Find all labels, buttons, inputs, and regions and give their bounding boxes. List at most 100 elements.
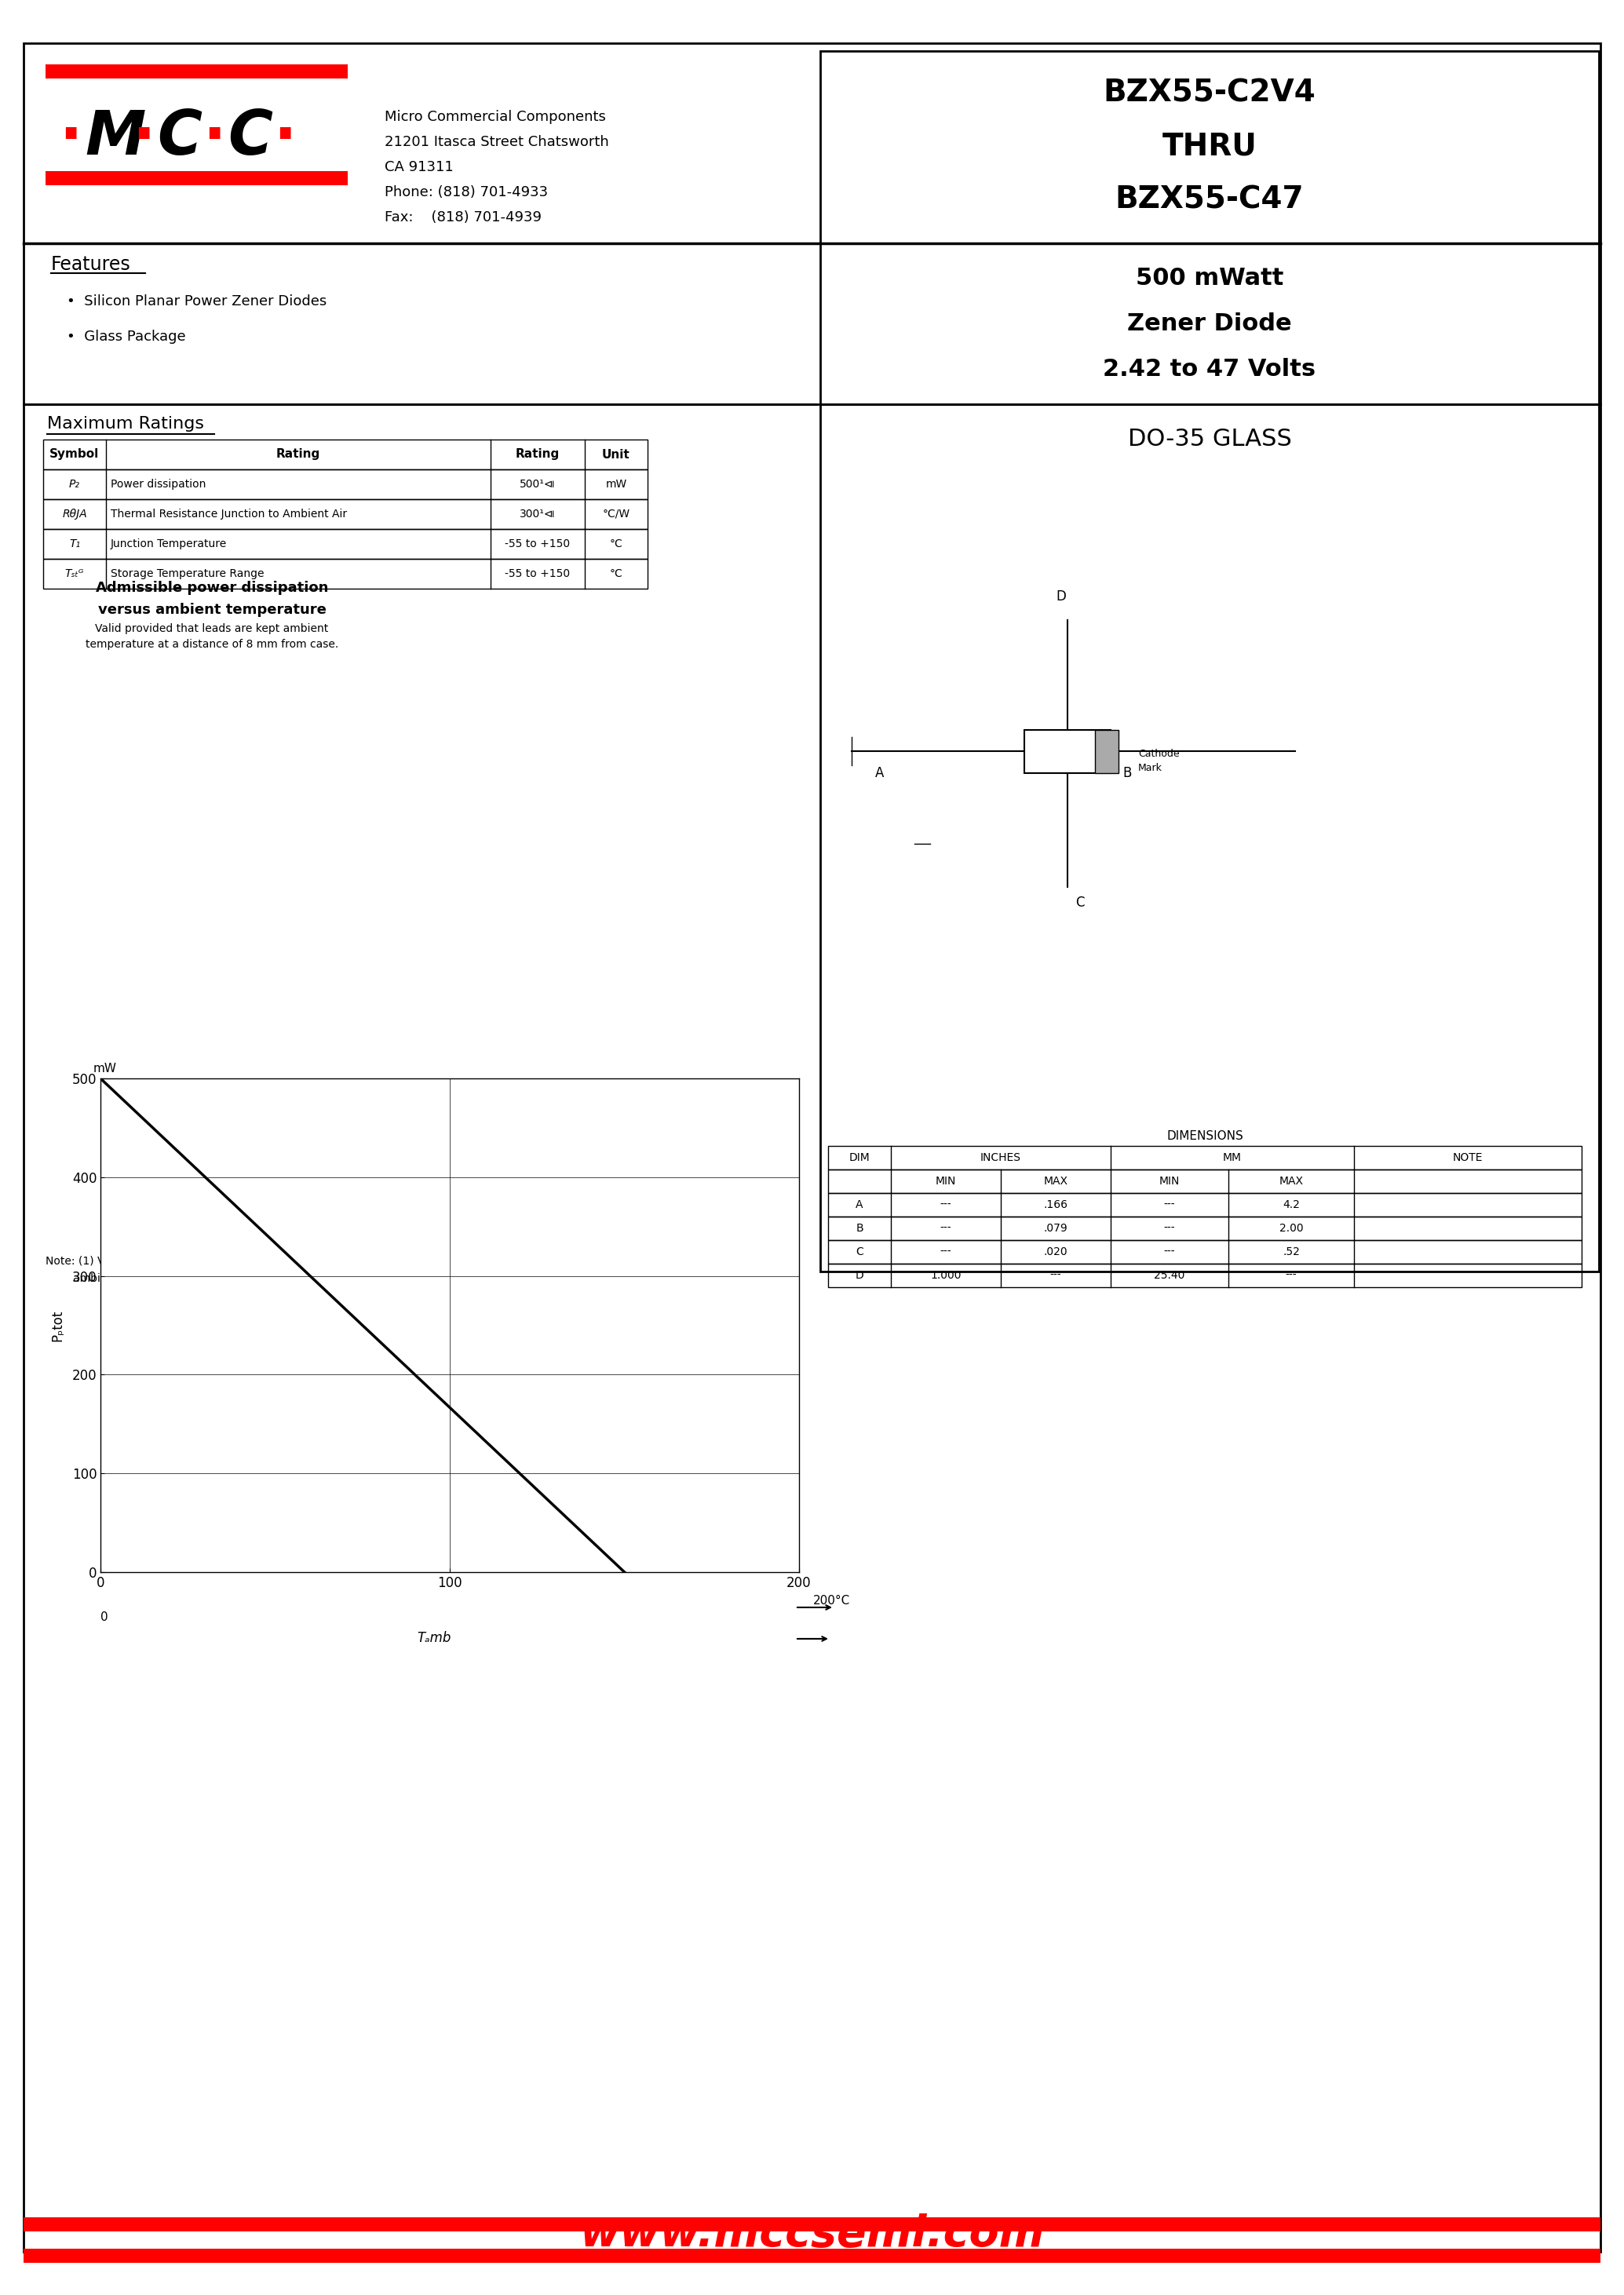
- Text: BZX55-C47: BZX55-C47: [1116, 186, 1304, 216]
- Text: ·: ·: [203, 108, 226, 168]
- Text: .079: .079: [1044, 1223, 1069, 1235]
- Bar: [23, 2249, 1601, 2263]
- Text: Maximum Ratings: Maximum Ratings: [47, 415, 205, 431]
- Text: mW: mW: [606, 480, 627, 489]
- Text: Zener Diode: Zener Diode: [1127, 312, 1291, 335]
- Text: Pₚtot: Pₚtot: [50, 1310, 65, 1340]
- Text: Junction Temperature: Junction Temperature: [110, 539, 227, 549]
- Text: Valid provided that leads are kept ambient: Valid provided that leads are kept ambie…: [96, 624, 328, 633]
- Text: M: M: [84, 108, 146, 168]
- Text: Rating: Rating: [515, 448, 560, 461]
- Text: temperature at a distance of 8 mm from case.: temperature at a distance of 8 mm from c…: [86, 638, 338, 649]
- Text: -55 to +150: -55 to +150: [505, 539, 570, 549]
- Text: °C: °C: [609, 569, 622, 578]
- Text: C: C: [1075, 895, 1085, 909]
- Text: •  Glass Package: • Glass Package: [67, 330, 185, 344]
- Text: NOTE: NOTE: [1453, 1152, 1483, 1164]
- Bar: [820, 50, 1600, 243]
- Text: THRU: THRU: [1163, 131, 1257, 161]
- Text: 500¹⧏: 500¹⧏: [520, 480, 555, 489]
- Text: •  Silicon Planar Power Zener Diodes: • Silicon Planar Power Zener Diodes: [67, 294, 326, 308]
- Text: ---: ---: [940, 1246, 952, 1258]
- Text: ---: ---: [940, 1223, 952, 1235]
- Text: 500 mWatt: 500 mWatt: [1135, 266, 1283, 289]
- Text: MAX: MAX: [1044, 1175, 1069, 1187]
- Text: A: A: [875, 767, 883, 780]
- Text: ---: ---: [940, 1200, 952, 1209]
- Text: B: B: [1122, 767, 1132, 780]
- Text: versus ambient temperature: versus ambient temperature: [97, 604, 326, 617]
- Text: Phone: (818) 701-4933: Phone: (818) 701-4933: [385, 186, 547, 200]
- Bar: [828, 1216, 1582, 1239]
- Text: ---: ---: [1164, 1200, 1176, 1209]
- Text: Micro Commercial Components: Micro Commercial Components: [385, 110, 606, 124]
- Text: Tₐmb: Tₐmb: [417, 1632, 451, 1646]
- Text: Note: (1) Valid provided that leads at a distance of 3/8" from case are kept at: Note: (1) Valid provided that leads at a…: [45, 1255, 468, 1267]
- Bar: [44, 560, 648, 588]
- Text: Features: Features: [50, 255, 132, 273]
- Bar: [820, 243, 1600, 404]
- Text: ·: ·: [58, 108, 81, 168]
- Bar: [1095, 730, 1119, 773]
- Text: Symbol: Symbol: [50, 448, 99, 461]
- Text: C: C: [227, 108, 273, 168]
- Text: A: A: [856, 1200, 864, 1209]
- Text: ---: ---: [1286, 1269, 1298, 1281]
- Bar: [1025, 730, 1111, 773]
- Text: MIN: MIN: [1160, 1175, 1181, 1187]
- Text: °C: °C: [609, 539, 622, 549]
- Text: 2.00: 2.00: [1280, 1223, 1302, 1235]
- Text: Cathode: Cathode: [1138, 748, 1179, 760]
- Bar: [44, 470, 648, 500]
- Bar: [23, 2217, 1601, 2231]
- Text: -55 to +150: -55 to +150: [505, 569, 570, 578]
- Text: 0: 0: [101, 1611, 109, 1623]
- Text: Mark: Mark: [1138, 762, 1163, 773]
- Text: DIM: DIM: [849, 1152, 870, 1164]
- Text: ---: ---: [1164, 1246, 1176, 1258]
- Text: Fax:    (818) 701-4939: Fax: (818) 701-4939: [385, 211, 541, 225]
- Text: D: D: [856, 1269, 864, 1281]
- Text: Power dissipation: Power dissipation: [110, 480, 206, 489]
- Bar: [828, 1170, 1582, 1193]
- Bar: [45, 172, 348, 186]
- Text: ambient temperature.: ambient temperature.: [45, 1274, 193, 1285]
- Bar: [828, 1239, 1582, 1265]
- Text: MM: MM: [1223, 1152, 1242, 1164]
- Text: P₂: P₂: [70, 480, 80, 489]
- Text: 2.42 to 47 Volts: 2.42 to 47 Volts: [1103, 358, 1315, 381]
- Text: 25.40: 25.40: [1155, 1269, 1186, 1281]
- Text: www.mccsemi.com: www.mccsemi.com: [580, 2212, 1044, 2256]
- Text: 21201 Itasca Street Chatsworth: 21201 Itasca Street Chatsworth: [385, 135, 609, 149]
- Text: DO-35 GLASS: DO-35 GLASS: [1127, 427, 1291, 450]
- Text: MAX: MAX: [1280, 1175, 1304, 1187]
- Bar: [828, 1145, 1582, 1170]
- Text: .166: .166: [1044, 1200, 1069, 1209]
- Text: Thermal Resistance Junction to Ambient Air: Thermal Resistance Junction to Ambient A…: [110, 509, 348, 519]
- Text: DIMENSIONS: DIMENSIONS: [1166, 1129, 1244, 1143]
- Bar: [828, 1193, 1582, 1216]
- Text: BZX55-C2V4: BZX55-C2V4: [1103, 78, 1315, 108]
- Text: C: C: [856, 1246, 864, 1258]
- Text: ·: ·: [273, 108, 296, 168]
- Text: ---: ---: [1051, 1269, 1062, 1281]
- Text: 4.2: 4.2: [1283, 1200, 1299, 1209]
- Text: ·: ·: [132, 108, 154, 168]
- Text: Storage Temperature Range: Storage Temperature Range: [110, 569, 265, 578]
- Text: C: C: [158, 108, 201, 168]
- Text: MIN: MIN: [935, 1175, 957, 1187]
- Text: Tₛₜᴳ: Tₛₜᴳ: [65, 569, 84, 578]
- Text: mW: mW: [93, 1063, 117, 1074]
- Bar: [820, 404, 1600, 1271]
- Text: CA 91311: CA 91311: [385, 161, 453, 174]
- Bar: [44, 530, 648, 560]
- Text: RθJA: RθJA: [62, 509, 88, 519]
- Text: °C/W: °C/W: [603, 509, 630, 519]
- Text: Rating: Rating: [276, 448, 320, 461]
- Bar: [44, 441, 648, 470]
- Text: Unit: Unit: [603, 448, 630, 461]
- Text: .52: .52: [1283, 1246, 1299, 1258]
- Bar: [44, 500, 648, 530]
- Bar: [828, 1265, 1582, 1287]
- Text: 200°C: 200°C: [814, 1595, 851, 1606]
